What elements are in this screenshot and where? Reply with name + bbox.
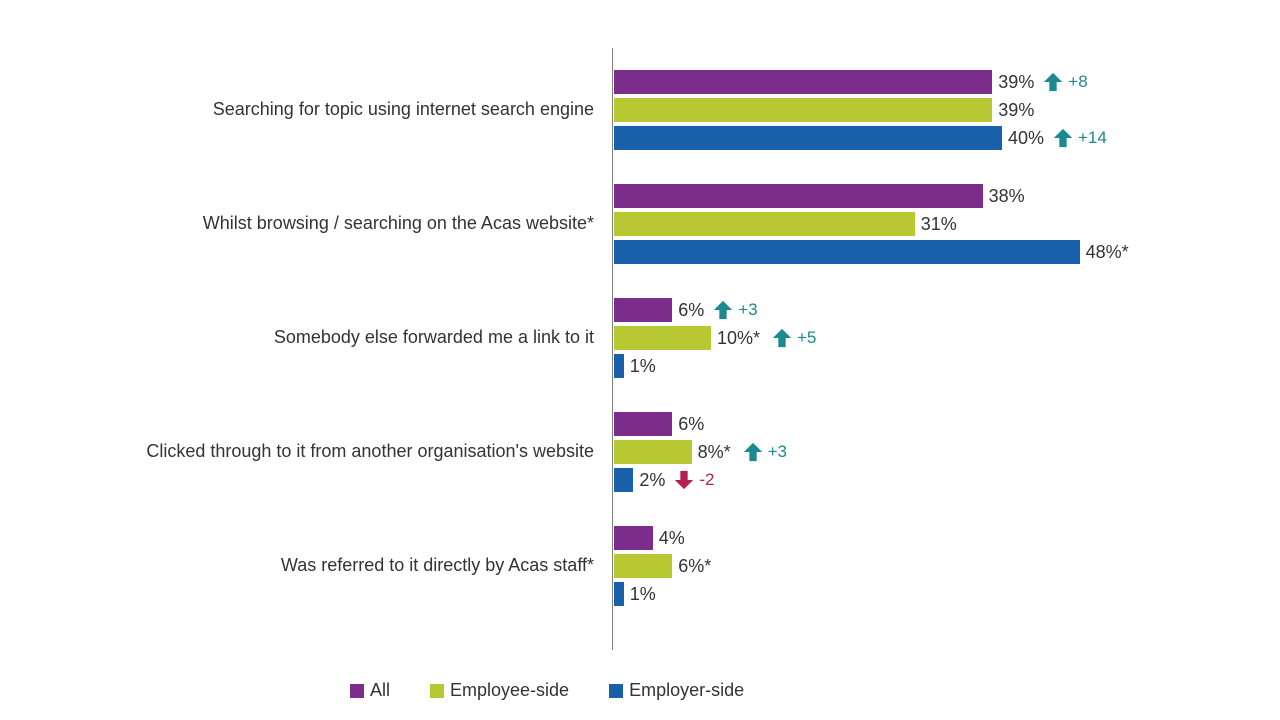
bar-value-label: 6% bbox=[678, 414, 704, 435]
legend-label: All bbox=[370, 680, 390, 701]
bar-value-label: 2% bbox=[639, 470, 665, 491]
change-value: +3 bbox=[738, 300, 757, 320]
category-label: Was referred to it directly by Acas staf… bbox=[14, 554, 594, 577]
arrow-up-icon bbox=[1052, 127, 1074, 149]
bar-all bbox=[614, 184, 983, 208]
arrow-down-icon bbox=[673, 469, 695, 491]
bar-employer bbox=[614, 468, 633, 492]
change-indicator: +3 bbox=[712, 299, 757, 321]
legend-item-all: All bbox=[350, 680, 390, 701]
legend: All Employee-side Employer-side bbox=[350, 680, 744, 701]
bar-employee bbox=[614, 554, 672, 578]
change-value: +5 bbox=[797, 328, 816, 348]
category-label: Searching for topic using internet searc… bbox=[14, 98, 594, 121]
bar-employer bbox=[614, 582, 624, 606]
change-value: +14 bbox=[1078, 128, 1107, 148]
bar-all bbox=[614, 526, 653, 550]
change-value: +8 bbox=[1068, 72, 1087, 92]
bar-value-label: 1% bbox=[630, 584, 656, 605]
legend-swatch bbox=[350, 684, 364, 698]
bar-employee bbox=[614, 326, 711, 350]
bar-value-label: 40% bbox=[1008, 128, 1044, 149]
bar-value-label: 10%* bbox=[717, 328, 760, 349]
bar-employee bbox=[614, 98, 992, 122]
y-axis-line bbox=[612, 48, 613, 650]
bar-employee bbox=[614, 212, 915, 236]
bar-employee bbox=[614, 440, 692, 464]
category-label: Clicked through to it from another organ… bbox=[14, 440, 594, 463]
bar-value-label: 1% bbox=[630, 356, 656, 377]
change-value: +3 bbox=[768, 442, 787, 462]
arrow-up-icon bbox=[742, 441, 764, 463]
legend-label: Employer-side bbox=[629, 680, 744, 701]
bar-value-label: 39% bbox=[998, 100, 1034, 121]
bar-value-label: 4% bbox=[659, 528, 685, 549]
bar-value-label: 39% bbox=[998, 72, 1034, 93]
category-label: Somebody else forwarded me a link to it bbox=[14, 326, 594, 349]
legend-swatch bbox=[609, 684, 623, 698]
legend-label: Employee-side bbox=[450, 680, 569, 701]
change-indicator: -2 bbox=[673, 469, 714, 491]
arrow-up-icon bbox=[1042, 71, 1064, 93]
legend-swatch bbox=[430, 684, 444, 698]
change-indicator: +14 bbox=[1052, 127, 1107, 149]
legend-item-employer: Employer-side bbox=[609, 680, 744, 701]
bar-value-label: 6% bbox=[678, 300, 704, 321]
change-indicator: +5 bbox=[771, 327, 816, 349]
bar-all bbox=[614, 298, 672, 322]
change-indicator: +3 bbox=[742, 441, 787, 463]
change-indicator: +8 bbox=[1042, 71, 1087, 93]
bar-value-label: 31% bbox=[921, 214, 957, 235]
bar-employer bbox=[614, 240, 1080, 264]
bar-value-label: 8%* bbox=[698, 442, 731, 463]
bar-value-label: 38% bbox=[989, 186, 1025, 207]
arrow-up-icon bbox=[771, 327, 793, 349]
change-value: -2 bbox=[699, 470, 714, 490]
bar-all bbox=[614, 412, 672, 436]
legend-item-employee: Employee-side bbox=[430, 680, 569, 701]
grouped-horizontal-bar-chart: Searching for topic using internet searc… bbox=[0, 0, 1280, 720]
bar-value-label: 6%* bbox=[678, 556, 711, 577]
bar-value-label: 48%* bbox=[1086, 242, 1129, 263]
bar-employer bbox=[614, 354, 624, 378]
bar-employer bbox=[614, 126, 1002, 150]
bar-all bbox=[614, 70, 992, 94]
category-label: Whilst browsing / searching on the Acas … bbox=[14, 212, 594, 235]
arrow-up-icon bbox=[712, 299, 734, 321]
